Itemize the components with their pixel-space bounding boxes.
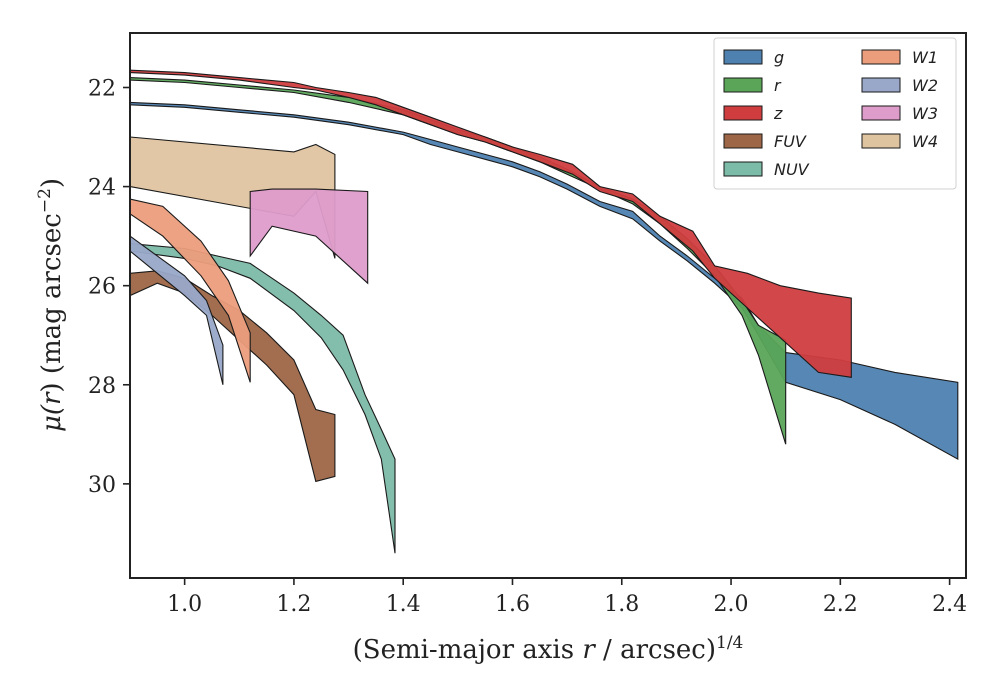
x-tick-label: 1.2 (276, 592, 311, 617)
legend-label-g: g (774, 48, 784, 67)
x-tick-label: 1.0 (167, 592, 202, 617)
y-tick-label: 28 (88, 374, 116, 399)
x-axis-ticks: 1.0 1.2 1.4 1.6 1.8 2.0 2.2 2.4 (167, 578, 967, 617)
x-tick-label: 2.4 (932, 592, 967, 617)
legend-swatch-w4 (861, 133, 901, 149)
legend-label-w2: W2 (912, 76, 938, 95)
y-tick-label: 22 (88, 77, 116, 102)
legend-label-w3: W3 (912, 104, 938, 123)
legend-swatch-nuv (723, 161, 763, 177)
band-w1 (130, 198, 251, 383)
legend-label-w1: W1 (912, 48, 938, 67)
band-nuv (130, 243, 396, 554)
band-w2 (130, 235, 224, 385)
legend-swatch-g (723, 49, 763, 65)
band-z (130, 69, 852, 378)
legend-label-nuv: NUV (774, 160, 810, 179)
legend-swatch-r (723, 77, 763, 93)
legend-swatch-w2 (861, 77, 901, 93)
band-w3 (249, 188, 369, 285)
legend-label-z: z (773, 104, 783, 123)
profile-bands (130, 69, 959, 554)
legend-swatch-w3 (861, 105, 901, 121)
x-tick-label: 1.6 (495, 592, 530, 617)
legend-swatch-w1 (861, 49, 901, 65)
x-tick-label: 1.4 (386, 592, 421, 617)
y-tick-label: 26 (88, 275, 116, 300)
legend-label-w4: W4 (912, 132, 938, 151)
legend-swatch-fuv (723, 133, 763, 149)
y-tick-label: 24 (88, 176, 116, 201)
x-tick-label: 1.8 (604, 592, 639, 617)
plot-frame (129, 32, 967, 579)
legend-box (713, 37, 957, 190)
x-tick-label: 2.0 (714, 592, 749, 617)
x-tick-label: 2.2 (823, 592, 858, 617)
x-axis-label: (Semi-major axis r / arcsec)1/4 (353, 633, 744, 665)
y-axis-label: μ(r) (mag arcsec−2) (35, 178, 67, 432)
legend-label-fuv: FUV (774, 132, 807, 151)
band-g (130, 101, 959, 461)
legend: grz FUV NUV W1 W2 W3 W4 (713, 37, 957, 190)
band-w4 (130, 136, 336, 259)
legend-swatch-z (723, 105, 763, 121)
y-tick-label: 30 (88, 473, 116, 498)
legend-label-r: r (774, 76, 782, 95)
y-axis-ticks: 22 24 26 28 30 (88, 77, 130, 498)
